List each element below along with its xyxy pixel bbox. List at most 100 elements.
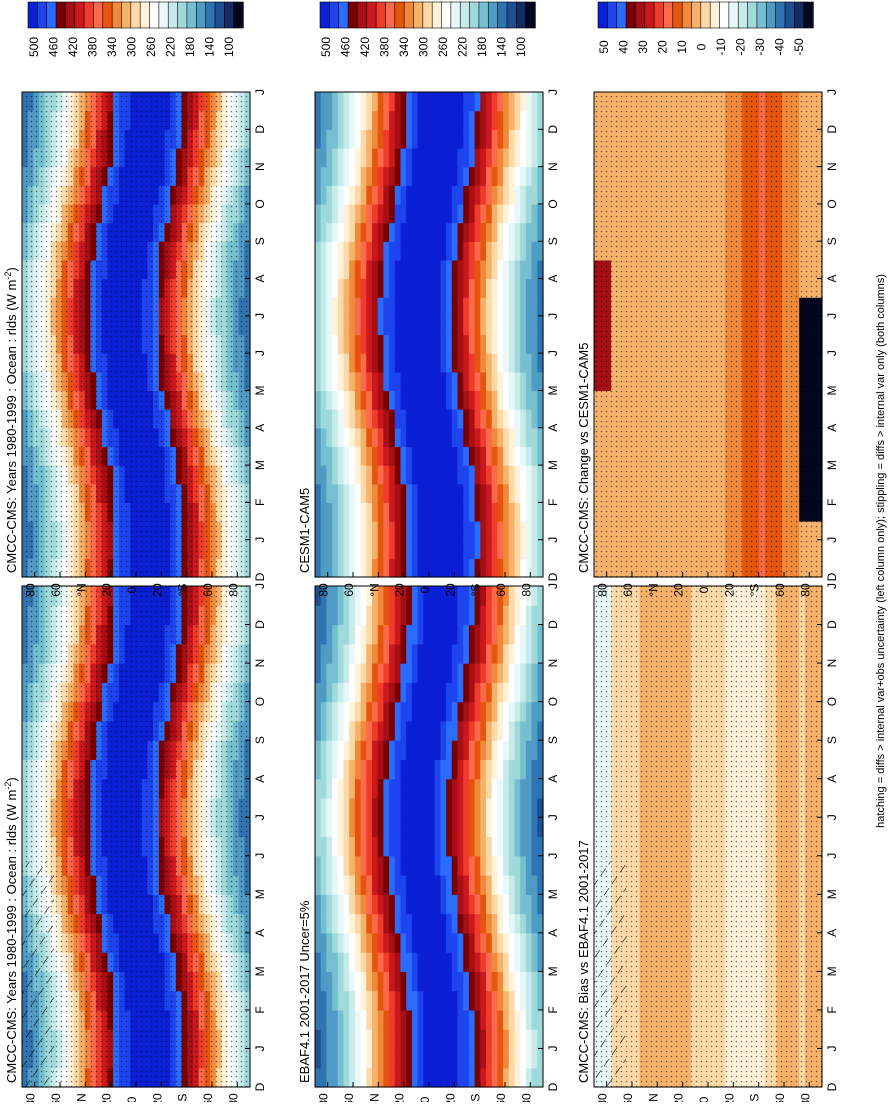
heatmap-cell — [503, 952, 509, 972]
heatmap-cell — [344, 484, 350, 503]
month-tick-label: D — [253, 620, 267, 629]
heatmap-cell — [355, 914, 361, 934]
heatmap-cell — [349, 1068, 355, 1088]
heatmap-cell — [469, 856, 475, 876]
colorbar-swatch — [224, 2, 234, 28]
heatmap-cell — [383, 817, 389, 837]
month-tick-label: J — [825, 853, 839, 859]
heatmap-cell — [458, 644, 464, 664]
heatmap-cell — [338, 914, 344, 934]
heatmap-cell — [361, 875, 367, 895]
heatmap-cell — [361, 446, 367, 465]
heatmap-cell — [315, 409, 321, 428]
heatmap-cell — [372, 540, 378, 559]
lat-tick-label: 20 — [443, 1093, 457, 1102]
heatmap-cell — [389, 446, 395, 465]
month-tick-label: N — [253, 162, 267, 171]
month-tick-label: N — [253, 659, 267, 668]
heatmap-cell — [446, 644, 452, 664]
heatmap-cell — [389, 148, 395, 167]
month-tick-label: J — [546, 853, 560, 859]
heatmap-cell — [315, 721, 321, 741]
heatmap-cell — [366, 779, 372, 799]
heatmap-cell — [372, 558, 378, 577]
heatmap-cell — [480, 875, 486, 895]
heatmap-cell — [463, 663, 469, 683]
heatmap-cell — [332, 798, 338, 818]
heatmap-cell — [321, 372, 327, 391]
heatmap-cell — [429, 663, 435, 683]
heatmap-cell — [338, 335, 344, 354]
heatmap-cell — [389, 856, 395, 876]
heatmap-cell — [338, 625, 344, 645]
heatmap-cell — [361, 484, 367, 503]
heatmap-cell — [435, 856, 441, 876]
month-tick-label: O — [825, 697, 839, 706]
heatmap-cell — [486, 991, 492, 1011]
heatmap-cell — [378, 353, 384, 372]
heatmap-cell — [344, 297, 350, 316]
heatmap-cell — [401, 914, 407, 934]
lat-tick-label: 20 — [672, 1093, 686, 1102]
heatmap-cell — [503, 682, 509, 702]
heatmap-cell — [412, 446, 418, 465]
heatmap-cell — [435, 1068, 441, 1088]
month-tick-label: D — [825, 1082, 839, 1091]
heatmap-cell — [480, 1029, 486, 1049]
heatmap-cell — [349, 335, 355, 354]
heatmap-cell — [440, 1010, 446, 1030]
heatmap-cell — [389, 1068, 395, 1088]
heatmap-cell — [406, 260, 412, 279]
heatmap-cell — [526, 817, 532, 837]
heatmap-cell — [423, 682, 429, 702]
heatmap-cell — [515, 875, 521, 895]
heatmap-cell — [486, 644, 492, 664]
heatmap-cell — [378, 372, 384, 391]
heatmap-cell — [332, 185, 338, 204]
heatmap-cell — [486, 702, 492, 722]
heatmap-cell — [315, 558, 321, 577]
heatmap-cell — [315, 605, 321, 625]
heatmap-cell — [332, 702, 338, 722]
heatmap-cell — [321, 894, 327, 914]
heatmap-cell — [458, 625, 464, 645]
heatmap-cell — [395, 798, 401, 818]
heatmap-cell — [326, 663, 332, 683]
heatmap-cell — [361, 465, 367, 484]
heatmap-cell — [526, 759, 532, 779]
heatmap-cell — [469, 894, 475, 914]
heatmap-cell — [355, 817, 361, 837]
heatmap-cell — [515, 740, 521, 760]
heatmap-cell — [372, 185, 378, 204]
heatmap-cell — [469, 663, 475, 683]
heatmap-cell — [452, 740, 458, 760]
heatmap-cell — [361, 682, 367, 702]
heatmap-cell — [338, 759, 344, 779]
heatmap-cell — [520, 952, 526, 972]
heatmap-cell — [497, 1029, 503, 1049]
month-tick-label: S — [253, 736, 267, 744]
heatmap-cell — [406, 167, 412, 186]
heatmap-cell — [395, 1048, 401, 1068]
heatmap-cell — [389, 644, 395, 664]
heatmap-cell — [480, 817, 486, 837]
heatmap-cell — [458, 1010, 464, 1030]
heatmap-cell — [435, 605, 441, 625]
heatmap-cell — [480, 971, 486, 991]
heatmap-cell — [469, 798, 475, 818]
lat-tick-label: 80 — [596, 1093, 610, 1102]
heatmap-cell — [344, 521, 350, 540]
heatmap-cell — [480, 933, 486, 953]
heatmap-cell — [372, 837, 378, 857]
heatmap-cell — [412, 428, 418, 447]
heatmap-cell — [326, 540, 332, 559]
heatmap-cell — [349, 428, 355, 447]
heatmap-cell — [326, 521, 332, 540]
heatmap-cell — [332, 372, 338, 391]
heatmap-cell — [526, 702, 532, 722]
heatmap-cell — [355, 558, 361, 577]
heatmap-cell — [332, 605, 338, 625]
heatmap-cell — [344, 952, 350, 972]
heatmap-cell — [515, 663, 521, 683]
heatmap-cell — [378, 605, 384, 625]
